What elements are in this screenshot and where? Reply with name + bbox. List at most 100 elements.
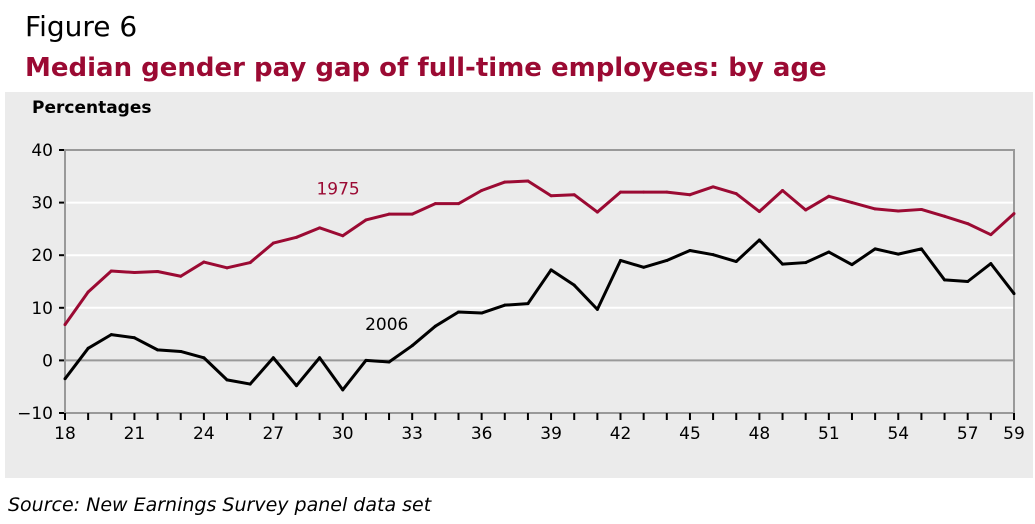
y-tick-label: 30 xyxy=(31,194,53,214)
y-tick-label: 20 xyxy=(31,246,53,266)
data-point-1975 xyxy=(1012,212,1016,216)
x-tick-label: 24 xyxy=(193,424,215,444)
data-point-2006 xyxy=(526,302,530,306)
x-tick-label: 54 xyxy=(887,424,909,444)
x-tick-label: 45 xyxy=(679,424,701,444)
data-point-2006 xyxy=(827,250,831,254)
y-axis-label: Percentages xyxy=(32,98,152,118)
data-point-1975 xyxy=(642,190,646,194)
plot-frame xyxy=(64,149,1015,414)
data-point-2006 xyxy=(109,333,113,337)
series-line-1975 xyxy=(63,179,1016,326)
data-point-1975 xyxy=(109,269,113,273)
data-point-2006 xyxy=(850,263,854,267)
data-point-1975 xyxy=(503,180,507,184)
data-point-1975 xyxy=(757,210,761,214)
x-tick-label: 57 xyxy=(957,424,979,444)
data-point-1975 xyxy=(63,323,67,327)
x-tick-label: 48 xyxy=(749,424,771,444)
data-point-1975 xyxy=(387,212,391,216)
x-tick-label: 36 xyxy=(471,424,493,444)
data-point-1975 xyxy=(480,189,484,193)
data-point-1975 xyxy=(966,222,970,226)
data-point-2006 xyxy=(410,344,414,348)
data-point-1975 xyxy=(271,241,275,245)
data-point-1975 xyxy=(456,202,460,206)
y-tick-label: −10 xyxy=(17,404,53,424)
data-point-1975 xyxy=(781,189,785,193)
data-point-1975 xyxy=(364,218,368,222)
series-label-2006: 2006 xyxy=(365,315,408,335)
figure-label: Figure 6 xyxy=(25,10,138,43)
x-tick-label: 30 xyxy=(332,424,354,444)
data-point-2006 xyxy=(966,280,970,283)
data-point-2006 xyxy=(503,303,507,307)
y-tick-label: 0 xyxy=(42,351,53,371)
data-point-2006 xyxy=(341,388,345,392)
data-point-1975 xyxy=(572,193,576,197)
data-point-1975 xyxy=(549,194,553,198)
data-point-1975 xyxy=(132,271,136,275)
data-point-2006 xyxy=(1012,292,1016,296)
data-point-1975 xyxy=(86,290,90,294)
data-point-2006 xyxy=(919,247,923,251)
x-tick-label: 18 xyxy=(54,424,76,444)
data-point-1975 xyxy=(341,234,345,238)
data-point-2006 xyxy=(989,262,993,266)
data-point-2006 xyxy=(480,311,484,315)
x-tick-label: 42 xyxy=(610,424,632,444)
data-point-2006 xyxy=(896,252,900,256)
data-point-2006 xyxy=(688,248,692,252)
chart-title: Median gender pay gap of full-time emplo… xyxy=(25,53,827,83)
data-point-2006 xyxy=(711,253,715,257)
data-point-2006 xyxy=(271,356,275,360)
data-point-2006 xyxy=(433,324,437,328)
data-point-1975 xyxy=(665,190,669,194)
data-point-1975 xyxy=(873,207,877,211)
data-point-1975 xyxy=(711,185,715,189)
series-label-1975: 1975 xyxy=(316,180,359,200)
data-point-2006 xyxy=(781,262,785,266)
data-point-1975 xyxy=(896,209,900,213)
data-point-2006 xyxy=(86,346,90,350)
data-point-1975 xyxy=(179,274,183,278)
data-point-2006 xyxy=(619,258,623,262)
x-tick-label: 27 xyxy=(262,424,284,444)
x-tick-label: 59 xyxy=(1003,424,1025,444)
data-point-2006 xyxy=(318,356,322,360)
data-point-2006 xyxy=(665,258,669,262)
data-point-2006 xyxy=(179,349,183,353)
x-tick-label: 33 xyxy=(401,424,423,444)
data-point-2006 xyxy=(549,268,553,272)
data-point-1975 xyxy=(734,192,738,196)
data-point-1975 xyxy=(318,226,322,230)
data-point-1975 xyxy=(595,210,599,214)
data-point-1975 xyxy=(804,208,808,212)
series-line-2006 xyxy=(63,238,1016,392)
data-point-1975 xyxy=(526,179,530,183)
data-point-1975 xyxy=(850,201,854,205)
data-point-2006 xyxy=(364,358,368,362)
data-point-2006 xyxy=(873,247,877,251)
data-point-2006 xyxy=(387,360,391,364)
data-point-1975 xyxy=(202,260,206,264)
data-point-2006 xyxy=(572,283,576,287)
data-point-2006 xyxy=(456,310,460,314)
data-point-2006 xyxy=(804,261,808,265)
source-note: Source: New Earnings Survey panel data s… xyxy=(8,494,432,516)
data-point-2006 xyxy=(595,307,599,311)
data-point-2006 xyxy=(248,382,252,386)
data-point-1975 xyxy=(294,235,298,239)
x-tick-label: 39 xyxy=(540,424,562,444)
data-point-1975 xyxy=(156,270,160,274)
x-tick-label: 21 xyxy=(124,424,146,444)
data-point-2006 xyxy=(642,265,646,269)
y-tick-label: 10 xyxy=(31,299,53,319)
data-point-2006 xyxy=(294,384,298,388)
data-point-1975 xyxy=(619,190,623,194)
data-point-1975 xyxy=(688,193,692,197)
data-point-2006 xyxy=(202,356,206,360)
x-tick-label: 51 xyxy=(818,424,840,444)
y-tick-label: 40 xyxy=(31,141,53,161)
